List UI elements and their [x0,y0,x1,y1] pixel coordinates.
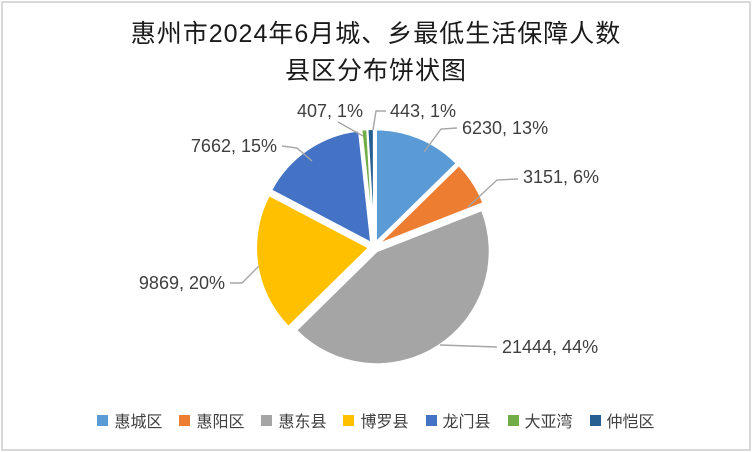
leader-line-4 [281,145,313,162]
legend-label-1: 惠阳区 [196,414,245,431]
data-label-1: 3151, 6% [523,167,599,187]
legend-swatch-6 [589,414,601,426]
chart-title-line2: 县区分布饼状图 [284,57,467,85]
pie-slice-4 [270,129,373,244]
legend-label-3: 博罗县 [360,414,409,431]
pie-slice-2 [295,209,491,366]
legend-swatch-1 [179,414,191,426]
leader-line-2 [439,344,498,348]
legend-item-0: 惠城区 [97,408,162,432]
legend-swatch-4 [425,414,437,426]
data-label-2: 21444, 44% [502,337,598,357]
legend-item-5: 大亚湾 [507,408,573,432]
leader-line-5 [337,121,364,137]
pie-slice-1 [377,164,485,246]
data-label-5: 407, 1% [297,101,363,121]
legend-label-2: 惠东县 [278,414,327,431]
pie-slice-3 [255,194,371,328]
legend-swatch-5 [507,414,519,426]
leader-line-3 [230,265,260,284]
legend-item-1: 惠阳区 [179,408,244,432]
chart-legend: 惠城区 惠阳区 惠东县 博罗县 龙门县 大亚湾 仲恺区 [0,408,752,432]
data-label-6: 443, 1% [390,101,456,121]
legend-item-6: 仲恺区 [589,408,655,432]
data-label-4: 7662, 15% [191,136,277,156]
legend-swatch-0 [97,414,109,426]
legend-label-6: 仲恺区 [606,414,655,431]
data-label-3: 9869, 20% [139,273,225,293]
leader-line-6 [372,110,386,131]
legend-item-2: 惠东县 [261,408,326,432]
leader-line-0 [423,127,458,153]
data-label-0: 6230, 13% [462,118,548,138]
legend-label-5: 大亚湾 [524,414,573,431]
legend-label-0: 惠城区 [114,414,163,431]
legend-swatch-3 [343,414,355,426]
legend-item-4: 龙门县 [425,408,491,432]
legend-swatch-2 [261,414,273,426]
legend-item-3: 博罗县 [343,408,409,432]
leader-line-1 [467,178,519,208]
legend-label-4: 龙门县 [442,414,491,431]
pie-slice-0 [374,128,458,244]
chart-title: 惠州市2024年6月城、乡最低生活保障人数 县区分布饼状图 [0,16,752,90]
chart-title-line1: 惠州市2024年6月城、乡最低生活保障人数 [130,20,622,48]
